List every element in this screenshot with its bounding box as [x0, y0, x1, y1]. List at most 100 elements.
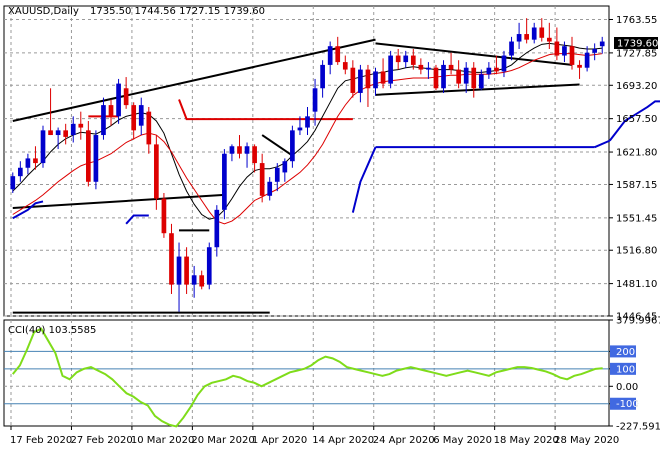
red-level-line: [178, 99, 353, 121]
candle-body: [206, 247, 212, 285]
price-tick-label: 1587.15: [616, 180, 657, 191]
price-tick-label: 1763.55: [616, 15, 657, 26]
price-tick-label: 1446.45: [616, 312, 657, 323]
stop-line: [125, 214, 149, 225]
candle-body: [501, 55, 507, 72]
price-tick-label: 1727.85: [616, 48, 657, 59]
candle-body: [509, 41, 514, 56]
candle-body: [123, 88, 129, 106]
price-layer: [10, 18, 660, 314]
candle-body: [191, 275, 197, 285]
candle-body: [380, 71, 386, 84]
candle-body: [456, 69, 461, 84]
candle-body: [222, 153, 227, 210]
candle-body: [267, 181, 273, 196]
candle-body: [395, 55, 401, 63]
ohlc-label: 1735.50 1744.56 1727.15 1739.60: [90, 6, 265, 17]
candle-body: [244, 146, 250, 154]
candle-body: [237, 146, 242, 154]
candle-body: [33, 158, 38, 164]
candle-body: [78, 123, 84, 128]
candle-body: [539, 27, 545, 38]
candle-body: [108, 105, 114, 117]
candle-body: [554, 41, 560, 56]
candle-body: [403, 55, 409, 63]
candle-body: [524, 34, 529, 40]
candle-body: [373, 71, 378, 89]
candle-body: [494, 67, 499, 72]
cci-tick-label: -227.591: [616, 422, 660, 433]
trendline: [375, 42, 573, 66]
stop-line: [12, 200, 44, 220]
grid: [4, 6, 609, 426]
candle-body: [138, 105, 144, 126]
candle-body: [48, 130, 53, 136]
candle-body: [154, 144, 159, 199]
date-tick-label: 18 May 2020: [494, 435, 559, 446]
candle-body: [531, 27, 537, 40]
date-tick-label: 1 Apr 2020: [252, 435, 307, 446]
candle-body: [418, 64, 424, 70]
trendline: [12, 38, 376, 122]
candle-body: [516, 34, 522, 42]
candle-body: [312, 88, 318, 112]
cci-level-badge: [610, 362, 636, 375]
candle-body: [161, 198, 167, 234]
candle-body: [342, 62, 348, 70]
candle-body: [569, 46, 575, 65]
candle-body: [433, 67, 439, 89]
price-tick-label: 1516.80: [616, 246, 657, 257]
candle-body: [335, 46, 341, 63]
candle-body: [320, 64, 325, 89]
candle-body: [86, 130, 91, 182]
candle-body: [365, 69, 371, 89]
candle-body: [214, 209, 220, 248]
cci-line: [12, 327, 603, 428]
candle-body: [63, 130, 69, 137]
date-tick-label: 14 Apr 2020: [312, 435, 374, 446]
candle-body: [70, 123, 76, 136]
cci-level-badge-label: 100: [616, 364, 635, 375]
candle-body: [478, 74, 484, 89]
candle-body: [463, 67, 469, 84]
date-tick-label: 27 Feb 2020: [70, 435, 132, 446]
candle-body: [55, 130, 61, 136]
cci-level-badge: [610, 345, 636, 358]
candle-body: [93, 135, 99, 182]
cci-tick-label: 379.9967: [616, 316, 660, 327]
candle-body: [388, 55, 393, 84]
candle-body: [252, 146, 257, 164]
date-tick-label: 10 Mar 2020: [131, 435, 194, 446]
stop-line: [594, 139, 611, 149]
price-tick-label: 1621.80: [616, 148, 657, 159]
axis-layer: 1763.55 1727.85 1693.20 1657.50 1621.80 1587.…: [10, 15, 660, 446]
stop-line: [608, 100, 660, 142]
candle-body: [40, 130, 46, 164]
cci-level-badge: [610, 397, 636, 410]
candle-body: [546, 37, 552, 42]
candle-body: [101, 105, 106, 136]
candle-body: [282, 161, 288, 173]
cci-label: CCI(40) 103.5585: [8, 325, 96, 336]
candle-body: [297, 127, 303, 131]
cci-level-badge-label: 200: [616, 347, 635, 358]
candle-body: [176, 256, 182, 285]
candle-body: [116, 83, 121, 117]
cci-tick-label: 0.00: [616, 382, 638, 393]
candle-body: [471, 67, 477, 89]
candle-body: [17, 167, 23, 177]
candle-body: [592, 49, 598, 53]
stop-line: [351, 146, 377, 213]
candle-body: [410, 55, 416, 65]
candle-body: [584, 52, 590, 68]
candle-body: [327, 46, 333, 65]
candle-body: [10, 176, 16, 190]
candle-body: [25, 158, 31, 168]
candle-body: [350, 67, 356, 93]
main-frame: [3, 5, 610, 427]
candle-body: [426, 67, 431, 70]
price-tick-label: 1551.45: [616, 213, 657, 224]
candle-body: [562, 46, 567, 56]
date-tick-label: 24 Apr 2020: [373, 435, 435, 446]
date-tick-label: 6 May 2020: [433, 435, 492, 446]
